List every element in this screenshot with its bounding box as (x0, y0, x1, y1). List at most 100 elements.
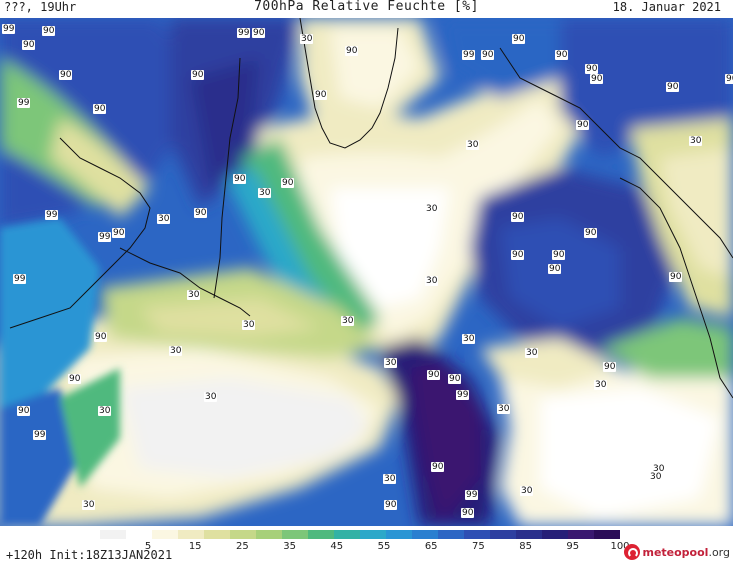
contour-value-label: 99 (462, 50, 476, 60)
contour-value-label: 90 (17, 406, 31, 416)
contour-value-label: 30 (82, 500, 96, 510)
colorbar-swatch (308, 530, 334, 539)
contour-value-label: 30 (652, 464, 666, 474)
colorbar-swatch (230, 530, 256, 539)
contour-value-label: 30 (157, 214, 171, 224)
colorbar-tick-label: 65 (424, 541, 438, 552)
contour-value-label: 99 (17, 98, 31, 108)
contour-value-label: 30 (98, 406, 112, 416)
contour-value-label: 30 (187, 290, 201, 300)
contour-value-label: 90 (481, 50, 495, 60)
colorbar-ticks: 5 15 25 35 45 55 65 75 85 95 100 (100, 541, 630, 553)
contour-value-label: 90 (233, 174, 247, 184)
contour-value-label: 30 (649, 472, 663, 482)
contour-value-label: 90 (555, 50, 569, 60)
contour-value-label: 90 (191, 70, 205, 80)
contour-value-label: 90 (603, 362, 617, 372)
contour-value-label: 30 (462, 334, 476, 344)
contour-value-label: 90 (22, 40, 36, 50)
contour-value-label: 90 (42, 26, 56, 36)
colorbar-swatch (386, 530, 412, 539)
contour-value-label: 30 (242, 320, 256, 330)
contour-value-label: 30 (258, 188, 272, 198)
contour-value-label: 90 (345, 46, 359, 56)
init-time-label: +120h Init:18Z13JAN2021 (6, 548, 173, 562)
meteopool-logo-icon (624, 544, 641, 560)
contour-value-label: 30 (520, 486, 534, 496)
colorbar-tick-label: 75 (472, 541, 485, 552)
colorbar-tick-label: 35 (283, 541, 296, 552)
contour-value-label: 30 (594, 380, 608, 390)
colorbar-swatch (438, 530, 464, 539)
contour-value-label: 30 (383, 474, 397, 484)
colorbar-swatch (100, 530, 126, 539)
contour-value-label: 90 (252, 28, 266, 38)
colorbar-swatch (490, 530, 516, 539)
footer-bar: 5 15 25 35 45 55 65 75 85 95 100 +120h Init:18Z13J… (0, 526, 733, 566)
contour-value-label: 99 (13, 274, 27, 284)
colorbar-tick-label: 15 (188, 541, 202, 552)
contour-value-label: 99 (456, 390, 470, 400)
humidity-field (0, 18, 733, 526)
colorbar-swatch (334, 530, 360, 539)
contour-value-label: 30 (525, 348, 539, 358)
contour-value-label: 99 (237, 28, 251, 38)
colorbar-swatch (542, 530, 568, 539)
logo-name: meteopool (642, 545, 709, 559)
contour-value-label: 30 (384, 358, 398, 368)
colorbar-swatch (126, 530, 152, 539)
contour-value-label: 30 (300, 34, 314, 44)
colorbar-swatch (204, 530, 230, 539)
contour-value-label: 90 (461, 508, 475, 518)
meteopool-logo[interactable]: meteopool.org (624, 544, 730, 560)
contour-value-label: 90 (68, 374, 82, 384)
contour-value-label: 90 (431, 462, 445, 472)
contour-value-label: 99 (2, 24, 16, 34)
colorbar-tick-label: 45 (330, 541, 344, 552)
contour-value-label: 90 (112, 228, 126, 238)
colorbar-swatch (412, 530, 438, 539)
colorbar-tick-label: 95 (566, 541, 580, 552)
contour-value-label: 90 (194, 208, 208, 218)
forecast-date-label: 18. Januar 2021 (612, 0, 721, 14)
contour-value-label: 90 (512, 34, 526, 44)
contour-value-label: 99 (465, 490, 479, 500)
contour-value-label: 90 (511, 212, 525, 222)
contour-value-label: 99 (98, 232, 112, 242)
contour-value-label: 90 (666, 82, 680, 92)
colorbar-swatch (594, 530, 620, 539)
contour-value-label: 90 (576, 120, 590, 130)
humidity-colorbar (100, 530, 620, 539)
contour-value-label: 90 (314, 90, 328, 100)
header-bar: ???, 19Uhr 700hPa Relative Feuchte [%] 1… (0, 0, 733, 20)
contour-value-label: 90 (93, 104, 107, 114)
contour-value-label: 90 (552, 250, 566, 260)
contour-value-label: 30 (169, 346, 183, 356)
colorbar-swatch (516, 530, 542, 539)
contour-value-label: 90 (548, 264, 562, 274)
humidity-map: 9990909990309090909990909090999090909090… (0, 18, 733, 526)
contour-value-label: 30 (204, 392, 218, 402)
contour-value-label: 30 (341, 316, 355, 326)
contour-value-label: 90 (448, 374, 462, 384)
contour-value-label: 90 (427, 370, 441, 380)
contour-value-label: 30 (497, 404, 511, 414)
colorbar-swatch (178, 530, 204, 539)
colorbar-swatch (152, 530, 178, 539)
contour-value-label: 90 (59, 70, 73, 80)
contour-value-label: 90 (584, 228, 598, 238)
contour-value-label: 99 (33, 430, 47, 440)
contour-value-label: 30 (425, 204, 439, 214)
colorbar-swatch (360, 530, 386, 539)
colorbar-tick-label: 85 (519, 541, 532, 552)
contour-value-label: 90 (384, 500, 398, 510)
contour-value-label: 90 (669, 272, 683, 282)
contour-value-label: 90 (94, 332, 108, 342)
contour-value-label: 90 (585, 64, 599, 74)
contour-value-label: 30 (689, 136, 703, 146)
contour-value-label: 90 (590, 74, 604, 84)
contour-value-label: 99 (45, 210, 59, 220)
colorbar-swatch (282, 530, 308, 539)
colorbar-tick-label: 100 (610, 541, 630, 552)
contour-value-label: 90 (725, 74, 733, 84)
